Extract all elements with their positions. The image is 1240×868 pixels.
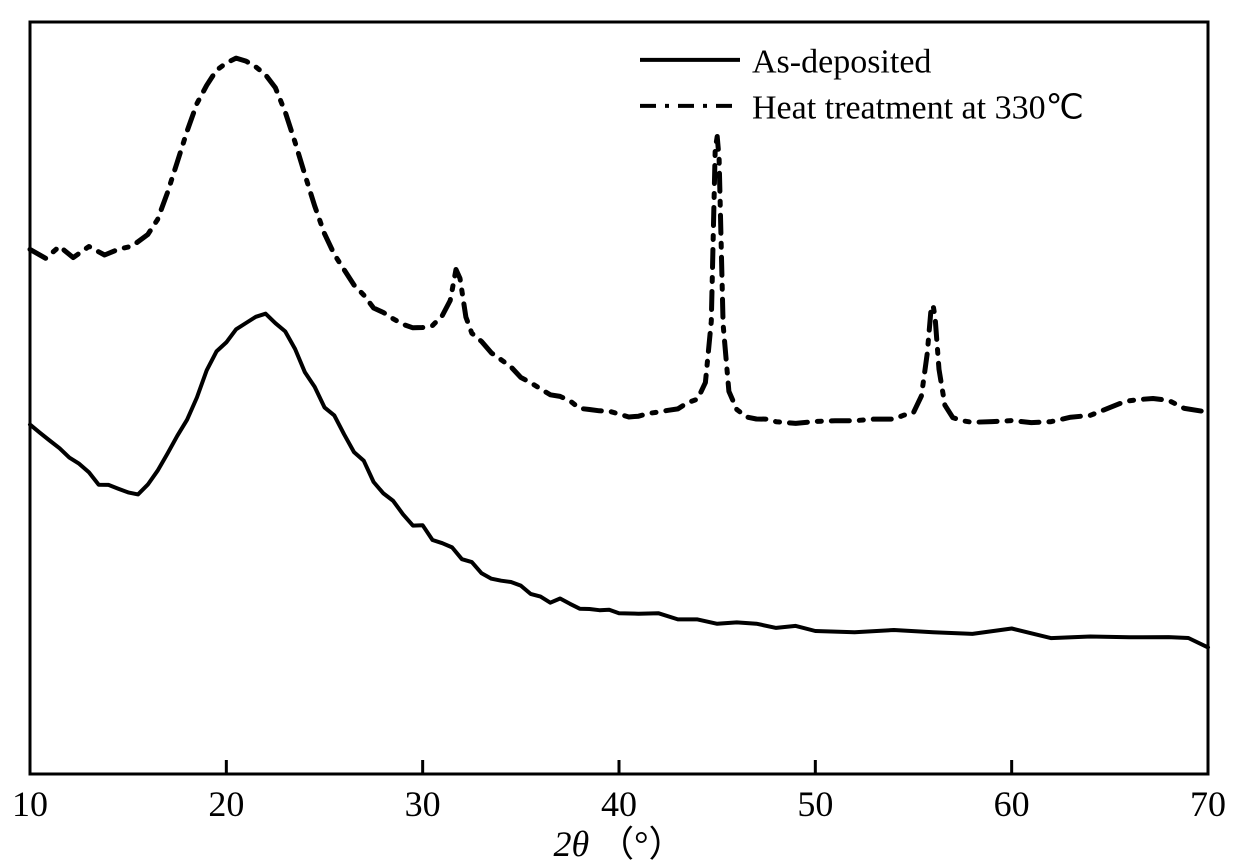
xrd-chart: 10 20 30 40 50 60 70 2θ （°） As-deposited Heat tre…	[0, 0, 1240, 868]
svg-text:70: 70	[1190, 784, 1226, 824]
svg-text:20: 20	[208, 784, 244, 824]
svg-text:60: 60	[994, 784, 1030, 824]
svg-text:Heat treatment at 330℃: Heat treatment at 330℃	[752, 89, 1084, 126]
svg-text:As-deposited: As-deposited	[752, 43, 931, 80]
svg-text:10: 10	[12, 784, 48, 824]
svg-text:2θ （°）: 2θ （°）	[553, 824, 684, 864]
svg-text:40: 40	[601, 784, 637, 824]
chart-svg: 10 20 30 40 50 60 70 2θ （°） As-deposited Heat tre…	[0, 0, 1240, 868]
svg-text:50: 50	[797, 784, 833, 824]
svg-text:30: 30	[405, 784, 441, 824]
